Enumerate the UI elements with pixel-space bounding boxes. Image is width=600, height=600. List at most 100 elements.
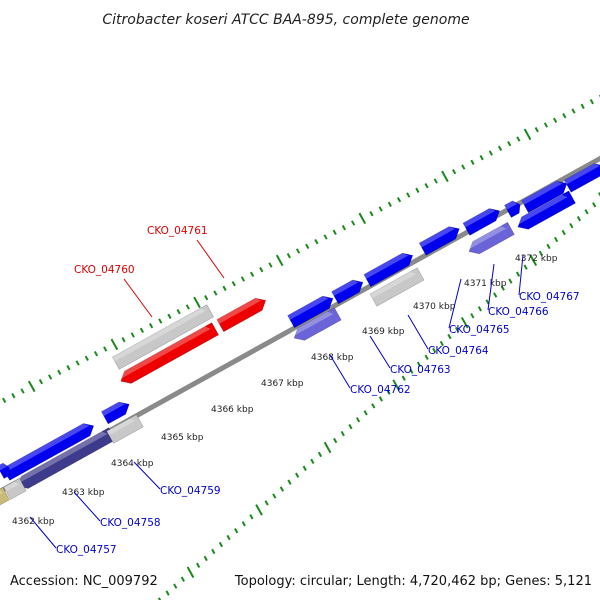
gc-dot bbox=[226, 534, 231, 541]
gc-dot bbox=[439, 340, 444, 347]
gc-dot bbox=[264, 500, 269, 506]
tick-track: 4362 kbp 4363 kbp 4364 kbp 4365 kbp 4366 kbp… bbox=[12, 254, 558, 527]
leader-line bbox=[407, 314, 429, 350]
feature-forward bbox=[0, 462, 11, 479]
gc-dot bbox=[234, 528, 239, 534]
gc-dot bbox=[485, 299, 490, 305]
gc-dot bbox=[546, 243, 551, 250]
feature-reverse bbox=[369, 267, 425, 307]
gc-dot bbox=[121, 336, 126, 343]
feature-forward bbox=[521, 180, 568, 214]
gc-dot bbox=[589, 99, 594, 105]
tick-label: 4365 kbp bbox=[161, 433, 204, 443]
gc-dot bbox=[317, 451, 323, 458]
tick-label: 4364 kbp bbox=[111, 459, 154, 469]
tick-label: 4371 kbp bbox=[464, 279, 507, 289]
gc-dot bbox=[249, 514, 254, 520]
leader-line bbox=[73, 491, 101, 522]
gc-dot bbox=[268, 262, 273, 268]
gc-dot bbox=[196, 562, 201, 569]
leader-line bbox=[369, 335, 391, 369]
gene-label-track: CKO_04761 CKO_04760 CKO_04757 CKO_04758 CKO_… bbox=[29, 225, 580, 556]
gc-dot bbox=[493, 292, 498, 298]
gc-dot bbox=[93, 350, 99, 357]
feature-reverse bbox=[106, 414, 144, 444]
feature-forward bbox=[363, 252, 414, 288]
gc-dot bbox=[571, 108, 576, 114]
gc-dot bbox=[250, 271, 255, 278]
feature-track bbox=[0, 163, 600, 507]
gc-dot bbox=[580, 103, 585, 110]
gene-label: CKO_04761 bbox=[147, 225, 208, 237]
gc-dot bbox=[240, 276, 246, 282]
feature-reverse bbox=[117, 322, 220, 384]
gc-dot bbox=[165, 590, 170, 596]
feature-forward bbox=[418, 226, 460, 256]
gc-dot bbox=[48, 374, 53, 380]
gc-dot bbox=[401, 375, 406, 381]
leader-line bbox=[133, 461, 161, 490]
gc-dot bbox=[286, 253, 291, 259]
gc-dot bbox=[454, 326, 460, 333]
feature-forward bbox=[504, 200, 521, 218]
gc-dot bbox=[415, 187, 420, 194]
gc-dot bbox=[508, 278, 513, 284]
gc-dot bbox=[386, 389, 391, 395]
gc-dot bbox=[534, 127, 539, 133]
gc-dot bbox=[231, 281, 236, 287]
gc-dot bbox=[355, 417, 361, 423]
gc-dot bbox=[255, 504, 263, 516]
gc-dot bbox=[66, 364, 71, 371]
gc-dot bbox=[507, 141, 512, 147]
map-title: Citrobacter koseri ATCC BAA-895, complet… bbox=[102, 12, 469, 28]
feature-forward bbox=[331, 279, 364, 305]
leader-line bbox=[487, 263, 495, 311]
leader-line bbox=[448, 278, 462, 329]
gc-dot bbox=[272, 493, 277, 499]
feature-forward bbox=[287, 295, 334, 329]
gc-dot bbox=[103, 346, 108, 352]
tick-label: 4370 kbp bbox=[413, 302, 456, 312]
gene-label: CKO_04760 bbox=[74, 264, 135, 276]
gc-dot bbox=[477, 306, 483, 312]
tick-label: 4372 kbp bbox=[515, 254, 558, 264]
gc-dot bbox=[341, 225, 347, 231]
gc-dot bbox=[305, 243, 310, 250]
gc-dot bbox=[461, 164, 466, 170]
gc-dot bbox=[378, 396, 383, 402]
gc-dot bbox=[27, 380, 36, 393]
gc-dot bbox=[241, 521, 246, 527]
gene-label: CKO_04766 bbox=[488, 306, 549, 318]
gc-dot bbox=[204, 295, 209, 301]
gc-dot bbox=[323, 234, 328, 240]
feature-forward bbox=[100, 401, 130, 425]
gc-dot bbox=[396, 197, 402, 203]
gc-dot bbox=[460, 316, 469, 329]
gc-dot bbox=[295, 248, 301, 254]
feature-forward bbox=[563, 163, 600, 193]
gc-dot bbox=[584, 209, 589, 215]
feature-reverse bbox=[465, 221, 515, 255]
gc-dot bbox=[2, 397, 7, 404]
gc-dot bbox=[84, 355, 89, 362]
leader-line bbox=[123, 278, 153, 318]
gc-dot bbox=[287, 479, 292, 485]
tick-label: 4363 kbp bbox=[62, 488, 105, 498]
feature-reverse bbox=[290, 307, 342, 341]
gc-dot bbox=[185, 304, 190, 310]
gc-dot bbox=[553, 117, 558, 124]
gc-dot bbox=[576, 216, 582, 222]
gc-dot bbox=[569, 222, 574, 229]
feature-reverse bbox=[3, 478, 27, 500]
leader-line bbox=[329, 354, 351, 389]
leader-line bbox=[29, 516, 57, 549]
gc-dot bbox=[424, 354, 429, 361]
gc-dot bbox=[173, 583, 178, 589]
gene-label: CKO_04764 bbox=[428, 345, 489, 357]
gc-dot bbox=[279, 486, 284, 492]
gc-dot bbox=[369, 211, 374, 217]
gc-dot bbox=[203, 555, 208, 562]
gene-label: CKO_04762 bbox=[350, 384, 411, 396]
gc-dot bbox=[515, 271, 521, 277]
